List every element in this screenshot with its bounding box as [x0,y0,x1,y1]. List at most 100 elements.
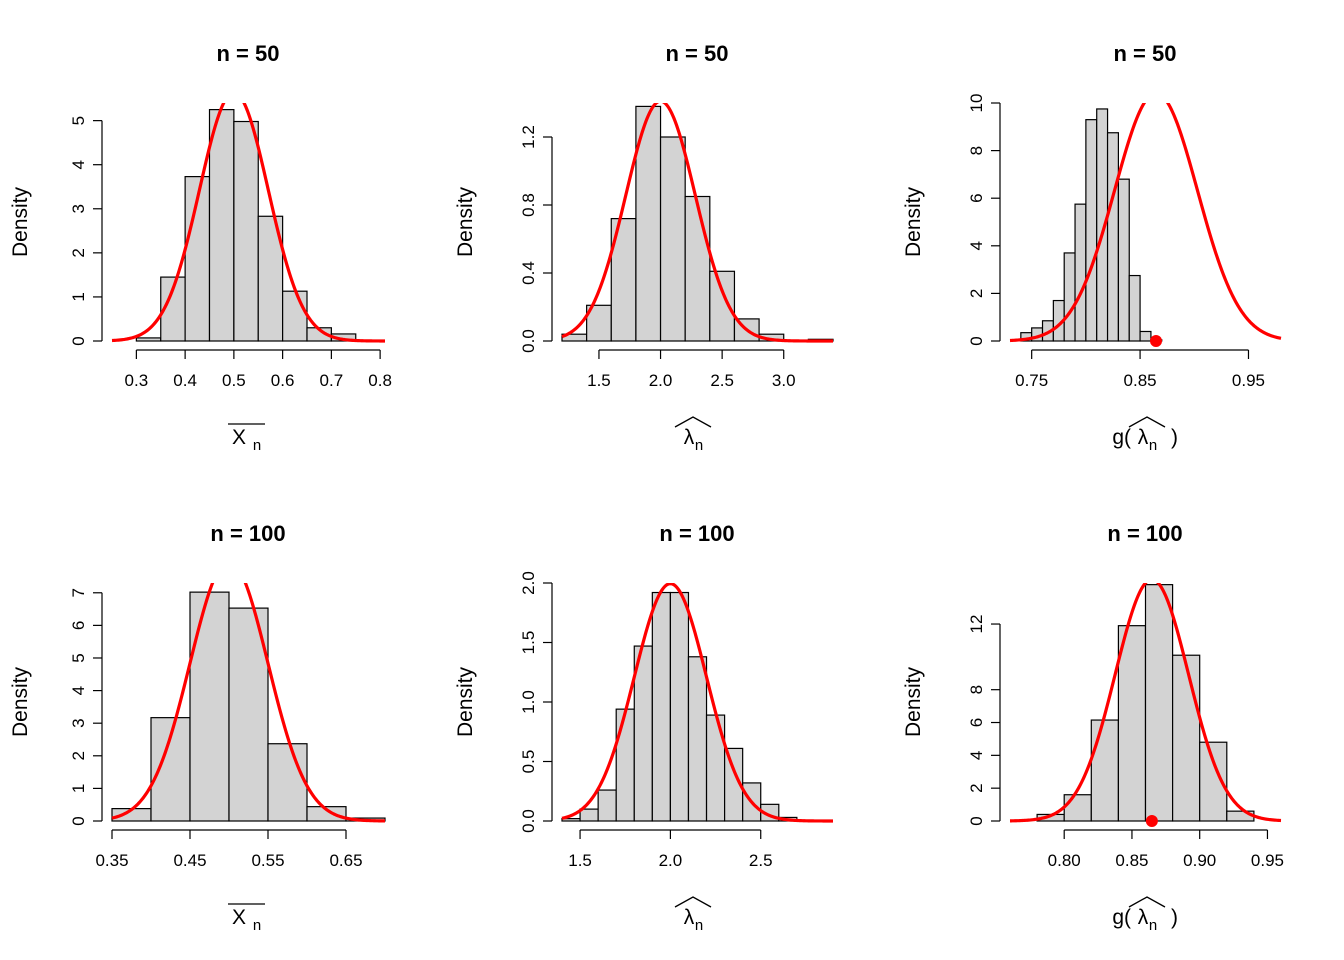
histogram-bar [1128,274,1141,342]
histogram-panel-3: n = 50 0.75 0.85 0.95 0 2 4 6 8 10 Density g() λ n [902,41,1282,454]
histogram-bar [135,337,162,342]
y-tick-label: 7 [69,588,88,597]
histogram-bar [1117,625,1147,822]
y-tick-label: 8 [967,685,986,694]
histogram-bar [1090,719,1120,822]
histogram-bar [597,789,617,822]
histogram-bar [189,591,230,822]
x-tick-label: 0.85 [1115,851,1148,870]
histogram-panel-4: n = 100 0.35 0.45 0.55 0.65 0 1 2 3 4 5 6 7 Density X n [9,521,386,934]
x-tick-label: 3.0 [772,371,796,390]
density-curve [1009,103,1282,343]
x-tick-label: 0.6 [271,371,295,390]
y-tick-label: 4 [69,160,88,169]
x-tick-label: 2.0 [659,851,683,870]
histogram-panel-5: n = 100 1.5 2.0 2.5 0.0 0.5 1.0 1.5 2.0 Density λ n [454,521,833,934]
density-curve [111,583,386,823]
panel-title: n = 100 [1107,521,1182,546]
y-tick-label: 0 [967,336,986,345]
y-tick-label: 12 [967,615,986,634]
x-label-widehat [674,416,712,428]
y-tick-label: 5 [69,653,88,662]
x-tick-label: 0.4 [173,371,197,390]
y-tick-label: 0.5 [519,750,538,774]
x-label-subscript: n [695,917,703,934]
x-tick-label: 0.7 [320,371,344,390]
histogram-bar [1063,794,1092,822]
x-tick-label: 0.5 [222,371,246,390]
histogram-bar [1085,119,1098,342]
histogram-bar [615,708,635,822]
density-curve [1009,583,1282,823]
y-tick-label: 8 [967,146,986,155]
y-tick-label: 4 [69,686,88,695]
histogram-bar [579,808,599,822]
histogram-bar [1063,252,1076,342]
y-tick-label: 0.8 [519,193,538,217]
panel-title: n = 100 [659,521,734,546]
true-value-point [1150,335,1163,347]
histogram-bar [1074,203,1087,342]
x-tick-label: 1.5 [568,851,592,870]
density-curve [111,103,385,343]
x-tick-label: 0.45 [173,851,206,870]
x-label-subscript: n [253,917,261,934]
y-tick-label: 3 [69,204,88,213]
y-tick-label: 0.0 [519,809,538,833]
x-label-subscript: n [695,437,703,454]
x-label-symbol: X [232,426,246,449]
x-tick-label: 0.80 [1048,851,1081,870]
x-tick-label: 0.8 [368,371,392,390]
y-tick-label: 2 [967,783,986,792]
x-label-symbol: λ [1138,426,1149,449]
x-label-subscript: n [1149,437,1157,454]
x-axis-label: g() λ n [1112,896,1178,934]
y-axis-label: Density [454,186,477,257]
x-label-suffix: ) [1171,426,1178,449]
histogram-bar [1117,178,1130,342]
y-tick-label: 1.2 [519,125,538,149]
y-tick-label: 4 [967,751,986,760]
x-axis-label: g() λ n [1112,416,1178,454]
x-label-symbol: λ [1138,906,1149,929]
x-tick-label: 0.95 [1232,371,1265,390]
y-tick-label: 6 [967,193,986,202]
y-tick-label: 0 [69,816,88,825]
histogram-bar [306,806,347,822]
y-tick-label: 6 [967,718,986,727]
x-tick-label: 1.5 [587,371,611,390]
x-tick-label: 2.5 [749,851,773,870]
x-tick-label: 0.65 [329,851,362,870]
y-tick-label: 1.0 [519,690,538,714]
x-tick-label: 0.3 [125,371,149,390]
x-tick-label: 0.95 [1251,851,1284,870]
density-curve [561,103,833,343]
x-label-prefix: g( [1112,426,1131,449]
histogram-bar [282,290,308,342]
histogram-bar [651,591,671,822]
histogram-bar [659,136,686,342]
x-label-widehat [1128,416,1166,428]
x-tick-label: 0.75 [1015,371,1048,390]
y-tick-label: 5 [69,116,88,125]
x-tick-label: 0.90 [1183,851,1216,870]
x-tick-label: 2.0 [649,371,673,390]
histogram-bar [267,743,308,822]
panel-title: n = 50 [666,41,729,66]
y-tick-label: 2 [69,248,88,257]
y-tick-label: 2 [69,751,88,760]
y-tick-label: 1 [69,784,88,793]
histogram-bar [684,195,711,342]
x-label-subscript: n [1149,917,1157,934]
y-axis-label: Density [902,186,925,257]
y-tick-label: 10 [967,94,986,113]
x-label-widehat [1128,896,1166,908]
y-tick-label: 4 [967,241,986,250]
y-tick-label: 0 [967,816,986,825]
true-value-point [1145,815,1158,827]
y-tick-label: 0.4 [519,261,538,285]
x-tick-label: 0.35 [95,851,128,870]
panel-title: n = 100 [210,521,285,546]
